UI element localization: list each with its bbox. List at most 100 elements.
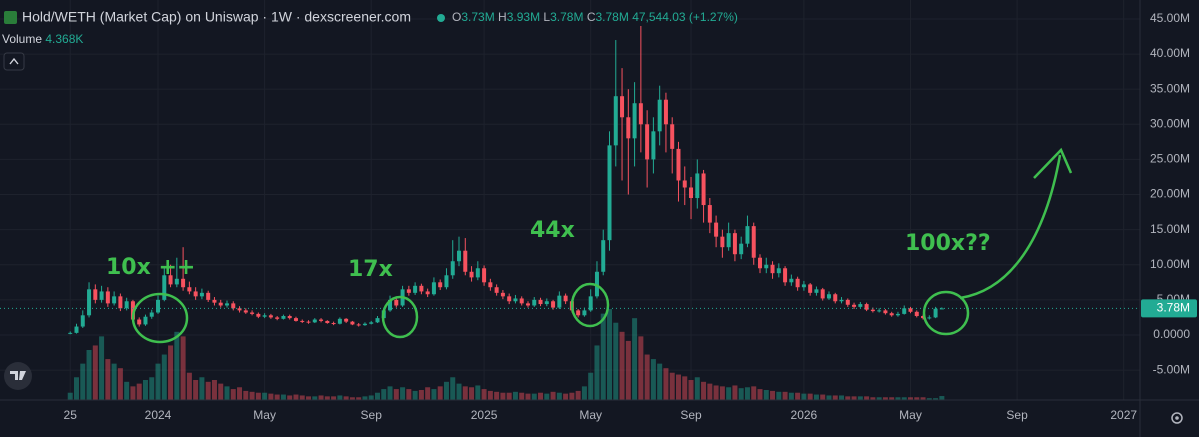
collapse-button-frame[interactable] [3,52,25,71]
candle-body [218,302,223,306]
candle-body [758,257,762,269]
last-price-label: 3.78M [1157,301,1190,315]
candle-body [162,275,167,300]
volume-bar [933,398,939,400]
candle-body [268,315,273,318]
volume-bar [155,363,161,400]
candle-body [864,304,869,310]
candle-body [494,287,499,293]
candle-body [889,313,894,316]
volume-bar [607,309,613,400]
volume-bar [688,380,694,400]
volume-bar [318,395,324,400]
candle-body [701,173,706,206]
volume-bar [707,383,713,400]
volume-bar [124,381,130,400]
candle-body [118,296,123,309]
candle-body [714,222,719,237]
volume-bar [895,397,901,400]
candle-body [582,310,587,316]
volume-bar [199,377,205,400]
x-tick-label: Sep [1006,408,1028,422]
ohlc-key: C [587,10,596,24]
settings-icon[interactable] [1171,412,1183,424]
ohlc: O3.73M H3.93M L3.78M C3.78M 47,544.03 (+… [452,10,738,24]
candle-body [519,298,524,304]
volume-bar [280,394,286,400]
volume-bar [531,393,537,400]
annotation-circle [570,282,610,328]
ohlc-key: L [543,10,550,24]
candle-body [638,103,643,125]
candle-body [532,299,537,306]
candle-body [883,310,888,314]
candle-body [500,292,505,297]
token-icon [4,11,17,24]
volume-bar [312,396,318,400]
volume-bar [450,377,456,400]
volume-bar [701,381,707,400]
volume-bar [487,390,493,400]
candle-body [199,292,204,297]
candle-body [488,282,493,288]
candle-body [93,289,98,300]
candle-body [921,316,926,319]
annotation-arrowhead [1033,147,1073,179]
volume-bar [675,374,681,400]
x-tick-label: 2027 [1110,408,1137,422]
candle-body [826,294,831,299]
collapse-button[interactable] [3,52,25,71]
candle-body [293,318,298,321]
volume-label: Volume 4.368K [2,32,83,46]
candle-body [732,233,737,255]
candle-body [538,299,543,305]
volume-bar [550,391,556,400]
annotation-circle [922,290,970,336]
tv-logo-mark[interactable] [10,371,26,380]
volume-bar [694,377,700,400]
candle-body [444,275,449,288]
volume-bar [456,383,462,400]
collapse-icon[interactable] [9,57,19,65]
candle-body [689,187,694,199]
volume-bar [519,392,525,400]
volume-bar [625,340,631,400]
volume-bar [657,363,663,400]
y-tick-label: 10.00M [1150,257,1190,271]
candle-body [463,250,468,272]
candle-body [852,304,857,307]
volume-label-text: Volume [2,32,42,46]
volume-bar [299,395,305,400]
candle-body [325,320,330,324]
x-tick-label: Sep [361,408,383,422]
volume-bar [99,336,105,400]
volume-bar [368,395,374,400]
volume-bar [494,391,500,400]
volume-bar [851,396,857,400]
candle-body [783,268,788,283]
candle-body [770,264,775,274]
candle-body [482,268,487,283]
volume-bar [255,392,261,400]
candle-body [676,148,681,181]
candle-body [319,319,324,321]
settings-button[interactable] [1171,412,1183,424]
tv-logo[interactable] [4,362,32,390]
y-tick-label: 45.00M [1150,11,1190,25]
volume-layer [67,309,945,400]
volume-bar [287,395,293,400]
candle-body [682,180,687,188]
candle-body [80,315,85,327]
candle-body [168,275,173,285]
candle-body [839,299,844,302]
volume-bar [381,389,387,400]
settings-icon-core[interactable] [1175,416,1179,420]
candle-body [764,264,769,269]
candle-body [720,236,725,248]
volume-bar [362,396,368,400]
volume-bar [506,392,512,400]
volume-bar [538,392,544,400]
candle-body [212,299,217,303]
volume-bar [431,389,437,400]
